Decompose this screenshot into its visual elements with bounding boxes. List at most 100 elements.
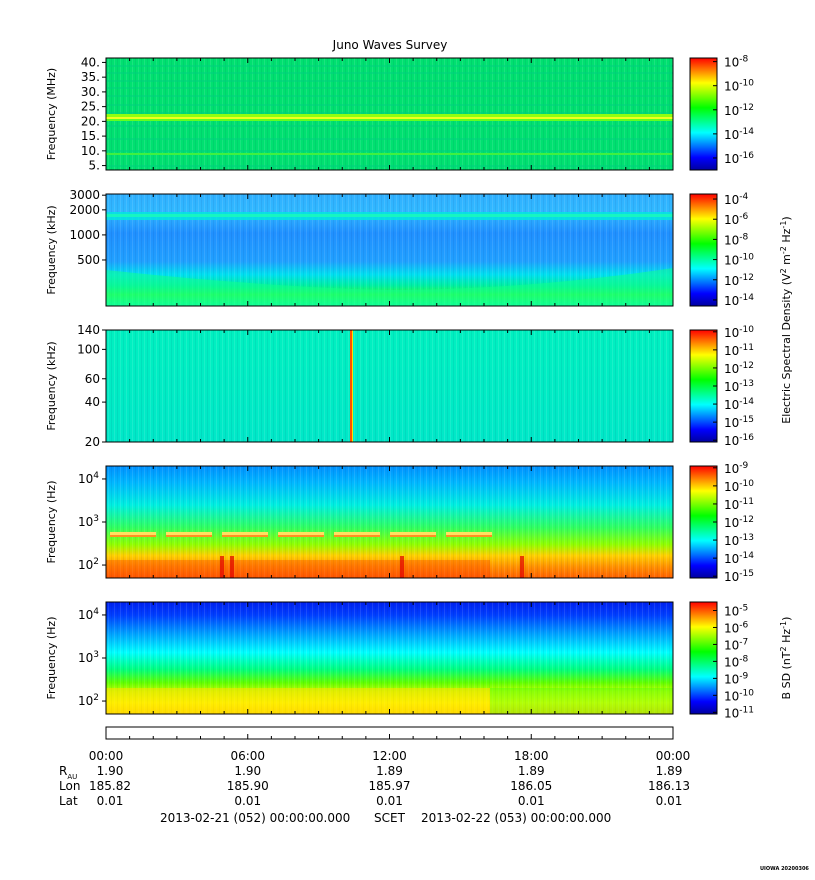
ephemeris-value: 0.01 xyxy=(656,794,683,808)
y-tick-label: 1000 xyxy=(69,228,100,242)
colorbar-title: B SD (nT2​ Hz-1​) xyxy=(779,617,793,700)
ephemeris-value: 186.05 xyxy=(510,779,552,793)
x-tick-label: 00:00 xyxy=(89,749,124,763)
colorbar-tick-label: 10-13 xyxy=(724,533,754,548)
colorbar-tick-label: 10-9 xyxy=(724,671,749,686)
colorbar: 10-8 10-10 10-12 10-14 10-16 xyxy=(689,55,754,171)
y-tick-label: 104 xyxy=(78,607,99,622)
colorbar-tick-label: 10-9 xyxy=(724,461,749,476)
y-tick-label: 60 xyxy=(85,372,100,386)
y-tick-label: 25. xyxy=(81,100,100,114)
colorbar-tick-label: 10-12 xyxy=(724,103,754,118)
y-tick-label: 35. xyxy=(81,70,100,84)
y-tick-label: 40 xyxy=(85,395,100,409)
scet-label: SCET xyxy=(374,811,405,825)
colorbar-tick-label: 10-6 xyxy=(724,620,749,635)
ephemeris-row-label: Lat xyxy=(59,794,78,808)
y-tick-label: 20 xyxy=(85,435,100,449)
y-axis-label: Frequency (kHz) xyxy=(45,205,58,294)
colorbar-tick-label: 10-10 xyxy=(724,688,754,703)
chart-title: Juno Waves Survey xyxy=(332,38,448,52)
colorbar-tick-label: 10-11 xyxy=(724,343,754,358)
colorbar-tick-label: 10-14 xyxy=(724,551,754,566)
colorbar: 10-9 10-10 10-11 10-12 10-13 10-14 10-15 xyxy=(689,461,754,584)
y-tick-label: 15. xyxy=(81,129,100,143)
colorbar-tick-label: 10-10 xyxy=(724,325,754,340)
ephemeris-value: 185.82 xyxy=(89,779,131,793)
colorbar-tick-label: 10-10 xyxy=(724,479,754,494)
x-tick-label: 00:00 xyxy=(656,749,691,763)
y-axis-label: Frequency (Hz) xyxy=(45,481,58,564)
panel-1: 40.35.30.25.20.15.10.5. Frequency (MHz) 10… xyxy=(45,55,754,173)
time-axis: 00:00 06:00 12:00 18:00 00:00 RAU 1.90 1.90 1.89… xyxy=(59,726,691,808)
colorbar-tick-label: 10-8 xyxy=(724,654,749,669)
y-tick-label: 10. xyxy=(81,144,100,158)
colorbar-tick-label: 10-12 xyxy=(724,273,754,288)
colorbar-tick-label: 10-12 xyxy=(724,361,754,376)
ephemeris-value: 0.01 xyxy=(97,794,124,808)
y-axis-label: Frequency (MHz) xyxy=(45,68,58,160)
x-tick-label: 12:00 xyxy=(372,749,407,763)
footer-stamp: UIOWA 20200306 xyxy=(760,866,809,872)
y-tick-label: 100 xyxy=(77,342,100,356)
colorbar: 10-10 10-11 10-12 10-13 10-14 10-15 10-16 xyxy=(689,325,754,448)
ephemeris-row-label: RAU xyxy=(59,764,77,781)
y-tick-label: 20. xyxy=(81,114,100,128)
colorbar: 10-5 10-6 10-7 10-8 10-9 10-10 10-11 xyxy=(689,601,754,720)
ephemeris-value: 1.90 xyxy=(234,764,261,778)
colorbar-title: Electric Spectral Density (V2​ m-2​ Hz-1… xyxy=(779,216,793,423)
colorbar-tick-label: 10-15 xyxy=(724,569,754,584)
ephemeris-value: 0.01 xyxy=(234,794,261,808)
colorbar-tick-label: 10-11 xyxy=(724,705,754,720)
colorbar-tick-label: 10-16 xyxy=(724,151,754,166)
colorbar-tick-label: 10-10 xyxy=(724,79,754,94)
colorbar-tick-label: 10-14 xyxy=(724,127,754,142)
x-tick-label: 06:00 xyxy=(230,749,265,763)
colorbar-tick-label: 10-5 xyxy=(724,603,748,618)
y-tick-label: 102 xyxy=(78,693,99,708)
y-tick-label: 104 xyxy=(78,471,99,486)
y-tick-label: 30. xyxy=(81,85,100,99)
colorbar-tick-label: 10-14 xyxy=(724,293,754,308)
y-tick-label: 3000 xyxy=(69,188,100,202)
colorbar-tick-label: 10-12 xyxy=(724,515,754,530)
y-axis-label: Frequency (kHz) xyxy=(45,341,58,430)
y-tick-label: 140 xyxy=(77,323,100,337)
colorbar-tick-label: 10-8 xyxy=(724,55,749,70)
ephemeris-value: 1.89 xyxy=(518,764,545,778)
colorbar-tick-label: 10-13 xyxy=(724,379,754,394)
colorbar-tick-label: 10-15 xyxy=(724,415,754,430)
colorbar-tick-label: 10-4 xyxy=(724,192,749,207)
colorbar-tick-label: 10-11 xyxy=(724,497,754,512)
colorbar-tick-label: 10-10 xyxy=(724,253,754,268)
date-left: 2013-02-21 (052) 00:00:00.000 xyxy=(160,811,351,825)
y-axis-label: Frequency (Hz) xyxy=(45,617,58,700)
colorbar: 10-4 10-6 10-8 10-10 10-12 10-14 xyxy=(689,192,754,308)
ephemeris-value: 1.89 xyxy=(656,764,683,778)
ephemeris-value: 185.90 xyxy=(227,779,269,793)
colorbar-tick-label: 10-14 xyxy=(724,397,754,412)
y-tick-label: 5. xyxy=(89,159,100,173)
ephemeris-value: 0.01 xyxy=(518,794,545,808)
date-right: 2013-02-22 (053) 00:00:00.000 xyxy=(421,811,612,825)
ephemeris-value: 1.90 xyxy=(97,764,124,778)
ephemeris-value: 0.01 xyxy=(376,794,403,808)
y-tick-label: 500 xyxy=(77,253,100,267)
colorbar-tick-label: 10-7 xyxy=(724,637,748,652)
ephemeris-value: 185.97 xyxy=(369,779,411,793)
colorbar-tick-label: 10-8 xyxy=(724,232,749,247)
colorbar-tick-label: 10-6 xyxy=(724,212,749,227)
ephemeris-value: 186.13 xyxy=(648,779,690,793)
y-tick-label: 102 xyxy=(78,557,99,572)
ephemeris-value: 1.89 xyxy=(376,764,403,778)
colorbar-tick-label: 10-16 xyxy=(724,433,754,448)
y-tick-label: 103 xyxy=(78,650,99,665)
x-tick-label: 18:00 xyxy=(514,749,549,763)
ephemeris-row-label: Lon xyxy=(59,779,80,793)
y-tick-label: 103 xyxy=(78,514,99,529)
